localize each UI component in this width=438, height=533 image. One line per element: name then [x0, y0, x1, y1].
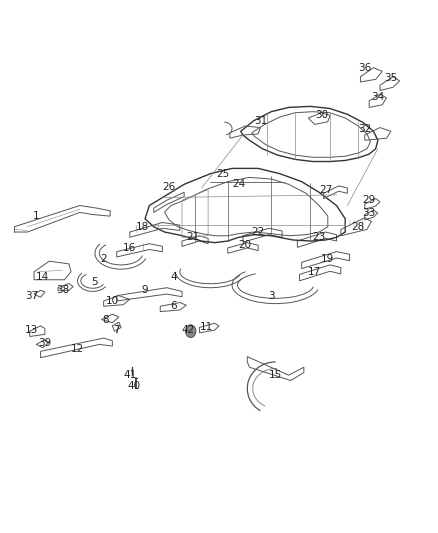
Text: 23: 23: [312, 232, 326, 243]
Text: 7: 7: [113, 325, 120, 335]
Text: 20: 20: [239, 240, 252, 251]
Text: 21: 21: [186, 232, 200, 243]
Text: 8: 8: [102, 314, 109, 325]
Text: 38: 38: [56, 285, 69, 295]
Text: 1: 1: [33, 211, 39, 221]
Text: 34: 34: [371, 92, 385, 102]
Text: 39: 39: [38, 338, 52, 349]
Text: 25: 25: [217, 169, 230, 179]
Text: 40: 40: [127, 381, 141, 391]
Text: 30: 30: [315, 110, 328, 120]
Text: 3: 3: [268, 290, 275, 301]
Text: 2: 2: [100, 254, 107, 263]
Text: 24: 24: [232, 179, 245, 189]
Text: 36: 36: [358, 63, 371, 72]
Text: 13: 13: [25, 325, 39, 335]
Text: 16: 16: [123, 243, 136, 253]
Text: 12: 12: [71, 344, 84, 354]
Text: 33: 33: [363, 208, 376, 219]
Text: 22: 22: [251, 227, 265, 237]
Text: 41: 41: [123, 370, 136, 380]
Text: 32: 32: [358, 124, 371, 134]
Text: 11: 11: [199, 322, 212, 333]
Text: 27: 27: [319, 184, 332, 195]
Text: 4: 4: [170, 272, 177, 282]
Text: 18: 18: [136, 222, 149, 232]
Text: 14: 14: [36, 272, 49, 282]
Text: 9: 9: [142, 285, 148, 295]
Text: 17: 17: [308, 267, 321, 277]
Text: 37: 37: [25, 290, 39, 301]
Text: 5: 5: [92, 277, 98, 287]
Circle shape: [185, 325, 196, 337]
Text: 31: 31: [254, 116, 267, 126]
Text: 42: 42: [182, 325, 195, 335]
Text: 10: 10: [106, 296, 119, 306]
Text: 15: 15: [269, 370, 282, 380]
Text: 35: 35: [384, 73, 398, 83]
Text: 28: 28: [352, 222, 365, 232]
Text: 26: 26: [162, 182, 176, 192]
Text: 6: 6: [170, 301, 177, 311]
Text: 19: 19: [321, 254, 335, 263]
Text: 29: 29: [363, 195, 376, 205]
